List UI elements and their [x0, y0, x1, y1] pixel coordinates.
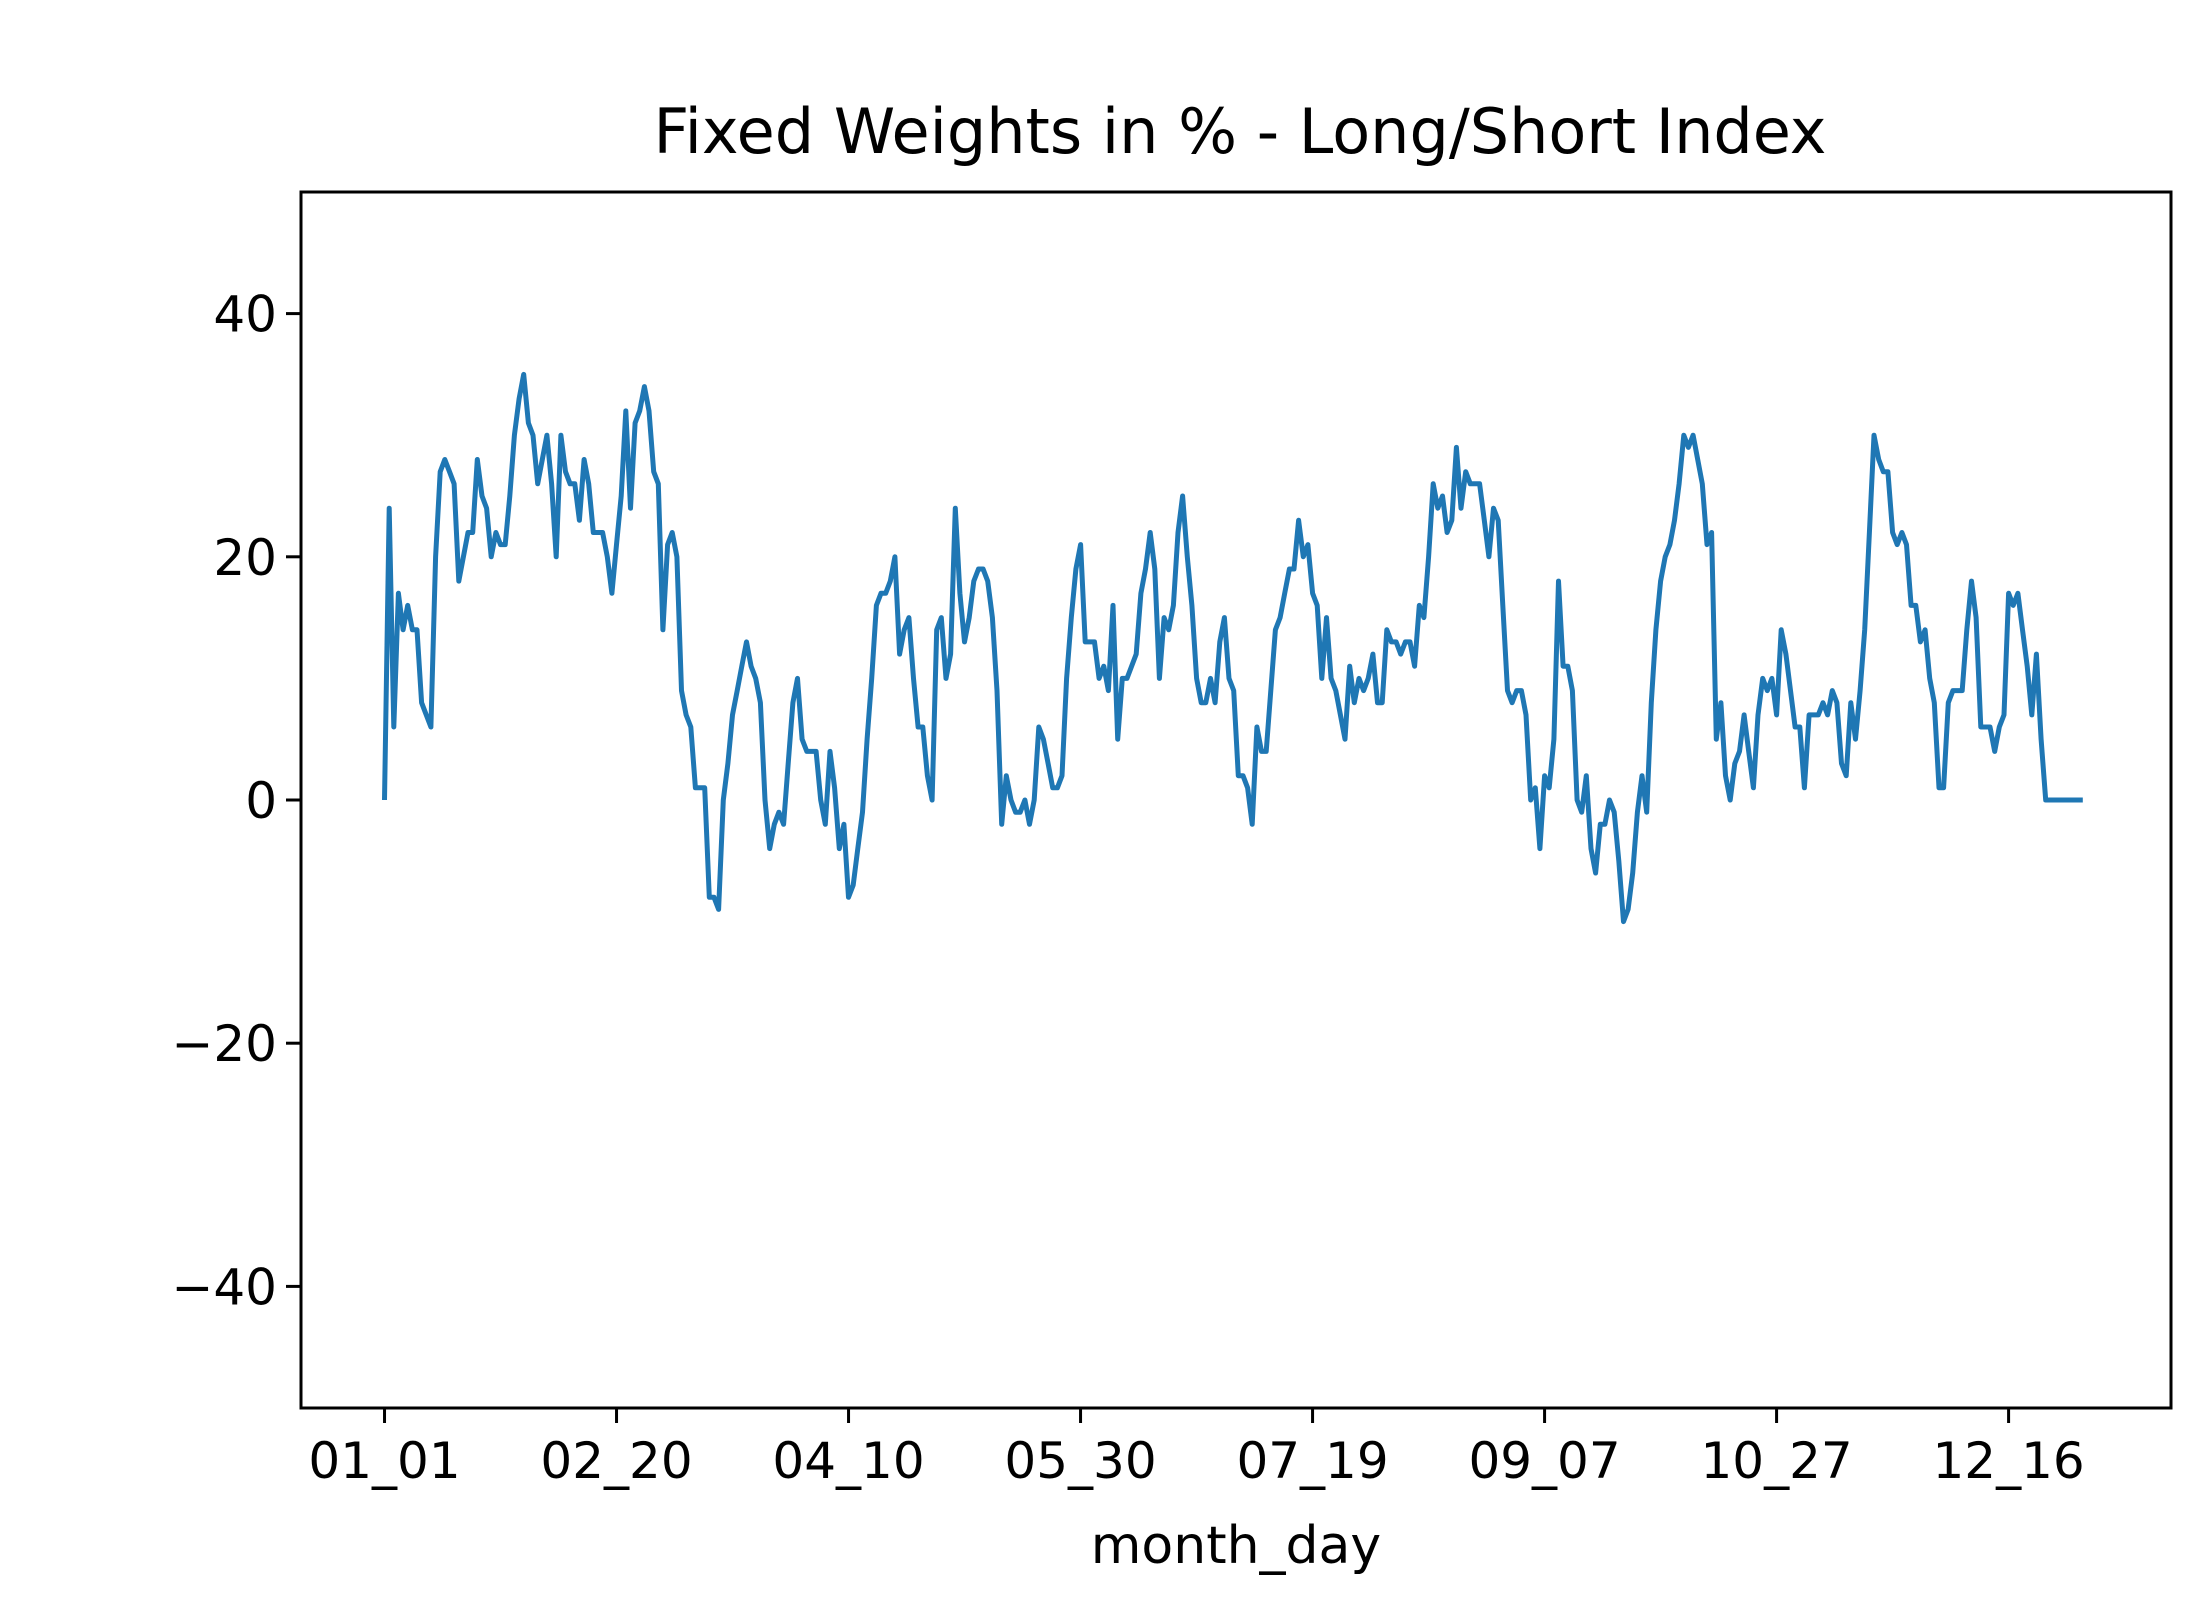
chart-title: Fixed Weights in % - Long/Short Index — [653, 95, 1826, 168]
x-axis-label: month_day — [1091, 1516, 1381, 1576]
y-tick-label: −40 — [171, 1258, 277, 1316]
x-tick-label: 01_01 — [308, 1432, 460, 1490]
x-tick-label: 04_10 — [772, 1432, 924, 1490]
x-tick-label: 10_27 — [1700, 1432, 1852, 1490]
x-axis: 01_01 02_20 04_10 05_30 07_19 09_07 10_27 12_16 — [308, 1408, 2085, 1490]
x-tick-label: 05_30 — [1004, 1432, 1156, 1490]
y-axis: −40 −20 0 20 40 — [171, 286, 301, 1316]
y-tick-label: 0 — [245, 772, 277, 830]
x-tick-label: 12_16 — [1932, 1432, 2084, 1490]
x-tick-label: 02_20 — [540, 1432, 692, 1490]
y-tick-label: −20 — [171, 1015, 277, 1073]
y-tick-label: 40 — [213, 286, 277, 344]
plot-area-frame — [299, 190, 2173, 1410]
y-tick-label: 20 — [213, 529, 277, 587]
series-line-0 — [382, 371, 2083, 925]
x-tick-label: 07_19 — [1236, 1432, 1388, 1490]
x-tick-label: 09_07 — [1468, 1432, 1620, 1490]
